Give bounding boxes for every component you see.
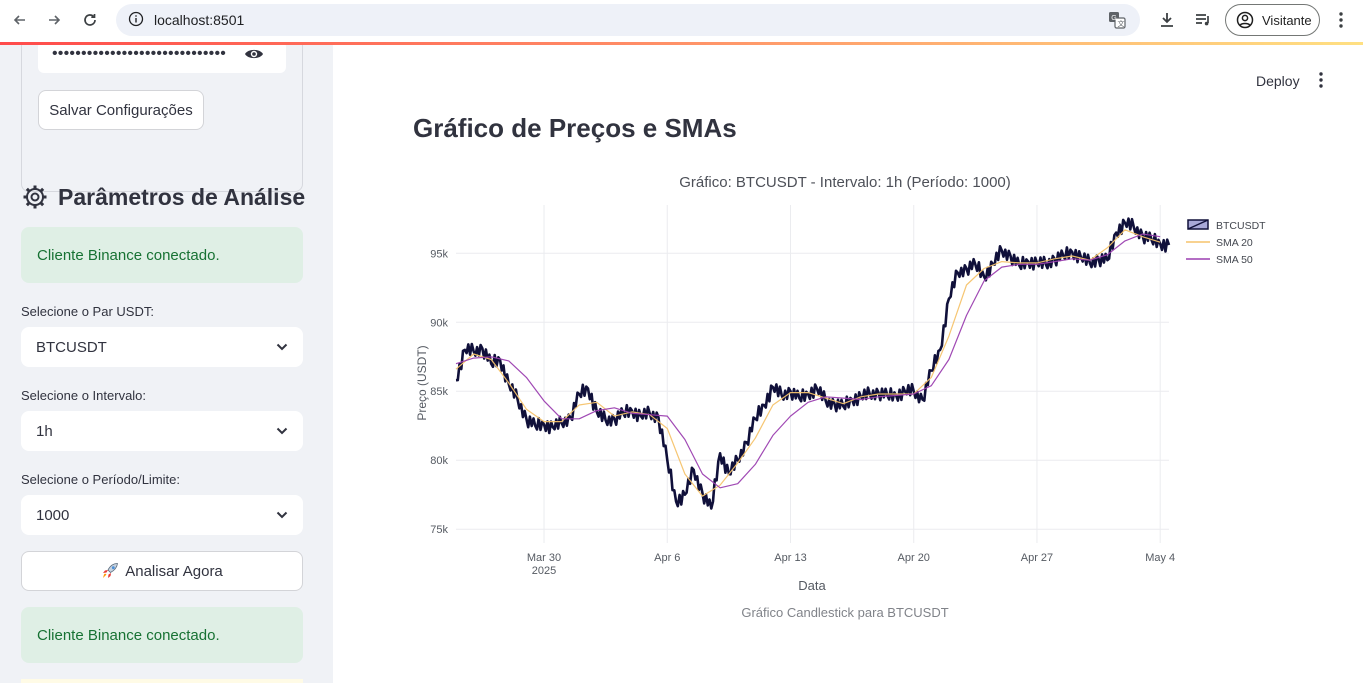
- legend-item-btcusdt[interactable]: BTCUSDT: [1187, 219, 1266, 232]
- limit-label: Selecione o Período/Limite:: [21, 472, 180, 487]
- series-line-sma-20[interactable]: [455, 229, 1161, 497]
- analysis-params-heading: Parâmetros de Análise: [22, 181, 305, 213]
- chevron-down-icon: [276, 511, 288, 519]
- series-line-btcusdt[interactable]: [455, 217, 1171, 510]
- analyze-now-button[interactable]: Analisar Agora: [21, 551, 303, 591]
- site-info-icon[interactable]: [128, 11, 144, 27]
- limit-value: 1000: [36, 506, 70, 524]
- success-alert: Cliente Binance conectado.: [21, 607, 303, 663]
- gear-icon: [23, 185, 47, 209]
- deploy-button[interactable]: Deploy: [1256, 73, 1300, 89]
- plot-area[interactable]: [455, 217, 1171, 510]
- chart-grid: [456, 205, 1169, 543]
- interval-label: Selecione o Intervalo:: [21, 388, 147, 403]
- success-alert: Cliente Binance conectado.: [21, 227, 303, 283]
- rocket-icon: [103, 563, 119, 578]
- back-icon[interactable]: [8, 8, 32, 32]
- chevron-down-icon: [276, 427, 288, 435]
- section-title-text: Parâmetros de Análise: [58, 183, 306, 210]
- browser-menu-icon[interactable]: [1329, 8, 1353, 32]
- x-tick-label: Apr 13: [774, 552, 806, 564]
- interval-value: 1h: [36, 422, 53, 440]
- x-tick-label: Apr 20: [898, 552, 930, 564]
- app-menu-icon[interactable]: [1318, 71, 1324, 89]
- main-content: Deploy Gráfico de Preços e SMAs: [333, 45, 1363, 683]
- y-axis-label: Preço (USDT): [415, 345, 429, 420]
- download-icon[interactable]: [1155, 8, 1179, 32]
- next-alert-edge: [21, 679, 303, 683]
- pair-label: Selecione o Par USDT:: [21, 304, 154, 319]
- legend-item-sma-50[interactable]: SMA 50: [1186, 254, 1253, 266]
- analyze-now-label: Analisar Agora: [125, 562, 223, 580]
- profile-button[interactable]: Visitante: [1225, 4, 1320, 36]
- svg-text:G: G: [1111, 15, 1116, 22]
- legend-item-sma-20[interactable]: SMA 20: [1186, 237, 1253, 249]
- series-line-sma-50[interactable]: [455, 233, 1161, 489]
- pair-select[interactable]: BTCUSDT: [21, 327, 303, 367]
- media-queue-icon[interactable]: [1191, 8, 1215, 32]
- profile-label: Visitante: [1262, 12, 1312, 28]
- account-icon: [1236, 11, 1254, 29]
- show-password-icon[interactable]: [244, 47, 264, 61]
- legend-label: SMA 50: [1216, 254, 1253, 266]
- y-tick-label: 75k: [430, 524, 448, 536]
- y-axis-ticks: 75k 80k 85k 90k 95k: [430, 248, 448, 536]
- forward-icon[interactable]: [42, 8, 66, 32]
- chevron-down-icon: [276, 343, 288, 351]
- x-axis-label: Data: [798, 578, 826, 593]
- save-settings-button[interactable]: Salvar Configurações: [38, 90, 204, 130]
- y-tick-label: 80k: [430, 455, 448, 467]
- loading-bar: [0, 42, 1363, 45]
- svg-text:文: 文: [1118, 19, 1125, 28]
- x-tick-label: May 4: [1145, 552, 1175, 564]
- x-tick-label: Apr 6: [654, 552, 680, 564]
- x-tick-label: Apr 27: [1021, 552, 1053, 564]
- api-secret-input[interactable]: ••••••••••••••••••••••••••••••: [38, 45, 286, 73]
- settings-form: [21, 45, 303, 192]
- page-title: Gráfico de Preços e SMAs: [413, 113, 737, 143]
- password-mask[interactable]: ••••••••••••••••••••••••••••••: [52, 45, 227, 62]
- y-tick-label: 90k: [430, 317, 448, 329]
- x-tick-label: Mar 30: [527, 552, 561, 564]
- reload-icon[interactable]: [78, 8, 102, 32]
- legend-swatch-stroke: [1187, 219, 1209, 230]
- y-tick-label: 85k: [430, 386, 448, 398]
- x-tick-label: 2025: [532, 565, 556, 577]
- url-text[interactable]: localhost:8501: [154, 12, 245, 28]
- sidebar: •••••••••••••••••••••••••••••• Salvar Co…: [0, 45, 333, 683]
- limit-select[interactable]: 1000: [21, 495, 303, 535]
- legend-label: SMA 20: [1216, 237, 1253, 249]
- y-tick-label: 95k: [430, 248, 448, 260]
- price-chart[interactable]: Gráfico: BTCUSDT - Intervalo: 1h (Períod…: [333, 165, 1363, 635]
- pair-value: BTCUSDT: [36, 338, 107, 356]
- chart-legend[interactable]: BTCUSDT SMA 20 SMA 50: [1186, 219, 1266, 266]
- interval-select[interactable]: 1h: [21, 411, 303, 451]
- legend-label: BTCUSDT: [1216, 220, 1266, 232]
- chart-caption: Gráfico Candlestick para BTCUSDT: [741, 605, 948, 620]
- chart-title: Gráfico: BTCUSDT - Intervalo: 1h (Períod…: [679, 174, 1011, 191]
